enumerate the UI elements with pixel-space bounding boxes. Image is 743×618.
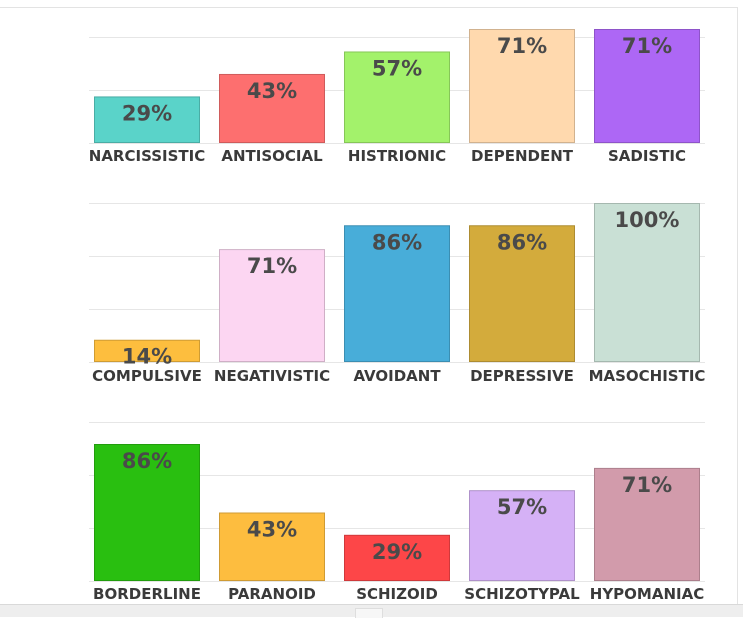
category-label-narcissistic: NARCISSISTIC: [89, 147, 205, 165]
value-label-avoidant: 86%: [372, 230, 422, 254]
value-label-schizotypal: 57%: [497, 495, 547, 519]
bar-histrionic[interactable]: [344, 51, 450, 143]
category-label-histrionic: HISTRIONIC: [348, 147, 446, 165]
category-label-antisocial: ANTISOCIAL: [221, 147, 323, 165]
category-label-depressive: DEPRESSIVE: [470, 367, 574, 385]
bar-hypomaniac[interactable]: [594, 467, 700, 582]
bar-borderline[interactable]: [94, 444, 200, 581]
value-label-schizoid: 29%: [372, 540, 422, 564]
category-label-dependent: DEPENDENT: [471, 147, 574, 165]
bar-schizotypal[interactable]: [469, 490, 575, 581]
category-label-negativistic: NEGATIVISTIC: [214, 367, 330, 385]
value-label-dependent: 71%: [497, 34, 547, 58]
category-label-paranoid: PARANOID: [228, 585, 316, 603]
category-label-schizotypal: SCHIZOTYPAL: [464, 585, 580, 603]
bar-compulsive[interactable]: [94, 339, 200, 362]
value-label-sadistic: 71%: [622, 34, 672, 58]
bar-chart-3: 86% BORDERLINE 43% PARANOID 29% SCHIZOID 57% SC…: [89, 422, 705, 603]
bar-depressive[interactable]: [469, 225, 575, 362]
category-label-hypomaniac: HYPOMANIAC: [590, 585, 704, 603]
bar-masochistic[interactable]: [594, 203, 700, 362]
top-divider: [0, 7, 738, 8]
category-label-schizoid: SCHIZOID: [356, 585, 438, 603]
bar-avoidant[interactable]: [344, 225, 450, 362]
right-divider: [737, 7, 738, 605]
value-label-paranoid: 43%: [247, 518, 297, 542]
category-label-borderline: BORDERLINE: [93, 585, 201, 603]
value-label-compulsive: 14%: [122, 345, 172, 369]
category-label-avoidant: AVOIDANT: [353, 367, 441, 385]
horizontal-scrollbar[interactable]: [0, 604, 743, 618]
bar-dependent[interactable]: [469, 29, 575, 143]
value-label-histrionic: 57%: [372, 56, 422, 80]
scrollbar-thumb[interactable]: [355, 608, 383, 618]
bar-chart-1: 29% NARCISSISTIC 43% ANTISOCIAL 57% HISTRIONI…: [89, 29, 705, 165]
bar-sadistic[interactable]: [594, 29, 700, 143]
bar-narcissistic[interactable]: [94, 96, 200, 144]
value-label-antisocial: 43%: [247, 79, 297, 103]
category-label-compulsive: COMPULSIVE: [92, 367, 202, 385]
value-label-negativistic: 71%: [247, 254, 297, 278]
bar-negativistic[interactable]: [219, 249, 325, 362]
value-label-narcissistic: 29%: [122, 101, 172, 125]
value-label-borderline: 86%: [122, 449, 172, 473]
category-label-sadistic: SADISTIC: [608, 147, 686, 165]
value-label-masochistic: 100%: [615, 208, 680, 232]
bar-antisocial[interactable]: [219, 73, 325, 143]
value-label-depressive: 86%: [497, 230, 547, 254]
bar-paranoid[interactable]: [219, 512, 325, 581]
bar-schizoid[interactable]: [344, 534, 450, 581]
category-label-masochistic: MASOCHISTIC: [589, 367, 706, 385]
value-label-hypomaniac: 71%: [622, 473, 672, 497]
bar-chart-2: 14%COMPULSIVE 71% NEGATIVISTIC 86% AVOIDANT 8…: [89, 203, 706, 385]
